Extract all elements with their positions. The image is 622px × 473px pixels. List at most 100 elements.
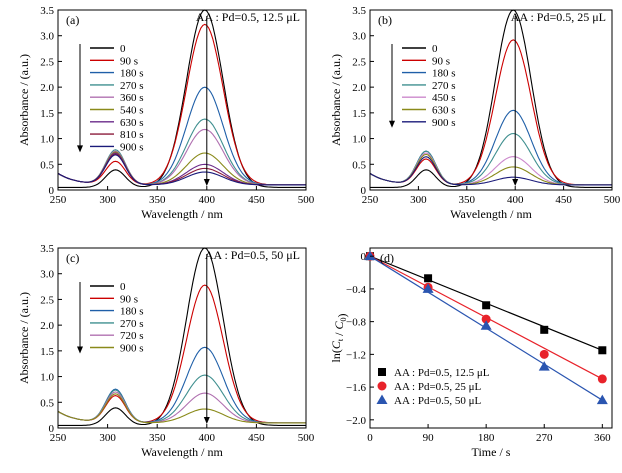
y-tick-label: −2.0 [346, 415, 366, 427]
chart-panel-3: 0 90 180 270 360 0 −0.4 −0.8 −1.2 −1.6 −2.0 Time / … [329, 247, 613, 459]
legend-label: 900 s [120, 343, 144, 355]
chart-panel-0: 250 300 350 400 450 500 0 0.5 1.0 1.5 2.0 2.5 3.0 3.5… [17, 5, 315, 221]
legend-label: 720 s [120, 330, 144, 342]
legend-arrow-head [77, 145, 83, 153]
series-line-0 [58, 247, 306, 426]
y-tick-label: 3.5 [352, 5, 366, 17]
y-tick-label: 0 [361, 185, 367, 197]
x-tick-label: 400 [199, 194, 216, 206]
legend-label: 270 s [432, 80, 456, 92]
y-axis-label: Absorbance / (a.u.) [329, 54, 343, 146]
data-point-square [540, 325, 549, 334]
y-tick-label: 0.5 [40, 397, 54, 409]
y-tick-label: 2.5 [40, 294, 54, 306]
y-tick-label: 0 [361, 251, 367, 263]
y-tick-label: 2.0 [40, 82, 54, 94]
y-tick-label: 1.5 [352, 108, 366, 120]
y-tick-label: 1.5 [40, 346, 54, 358]
legend-label: 810 s [120, 129, 144, 141]
y-tick-label: 2.5 [352, 56, 366, 68]
peak-arrow-head [512, 179, 519, 186]
x-tick-label: 300 [99, 432, 116, 444]
y-tick-label: −0.4 [346, 284, 366, 296]
peak-arrow-head [203, 179, 210, 186]
chart-panel-1: 250 300 350 400 450 500 0 0.5 1.0 1.5 2.0 2.5 3.0 3.5… [329, 5, 621, 221]
legend-label: 90 s [120, 293, 138, 305]
x-axis-label: Wavelength / nm [450, 207, 532, 221]
x-tick-label: 270 [536, 432, 553, 444]
series-line-5 [57, 393, 306, 424]
series-line-4 [57, 128, 306, 186]
y-tick-label: 1.0 [40, 372, 54, 384]
x-tick-label: 500 [298, 194, 315, 206]
series-line-3 [57, 374, 306, 424]
x-tick-label: 250 [362, 194, 379, 206]
legend-arrow-head [389, 120, 395, 128]
plot-frame [369, 247, 613, 429]
y-tick-label: 0 [49, 185, 55, 197]
panel-label: (a) [66, 13, 79, 27]
legend-label: AA : Pd=0.5, 12.5 μL [394, 367, 490, 379]
y-tick-label: −0.8 [346, 317, 366, 329]
legend-label: AA : Pd=0.5, 50 μL [394, 395, 482, 407]
data-point-circle [481, 314, 491, 324]
plot-frame [369, 9, 613, 191]
legend-marker-circle [377, 381, 387, 391]
data-point-triangle [480, 320, 492, 330]
y-tick-label: 1.0 [352, 134, 366, 146]
x-axis-label: Wavelength / nm [141, 207, 223, 221]
y-tick-label: 0.5 [352, 159, 366, 171]
x-tick-label: 450 [555, 194, 572, 206]
y-tick-label: 3.5 [40, 5, 54, 17]
x-tick-label: 0 [367, 432, 373, 444]
x-tick-label: 500 [298, 432, 315, 444]
panel-label: (b) [378, 13, 392, 27]
legend-label: 180 s [120, 306, 144, 318]
data-point-square [482, 301, 491, 310]
y-axis-label: ln(Ct / C0) [329, 314, 349, 363]
data-point-square [424, 274, 433, 283]
legend-label: 450 s [432, 92, 456, 104]
data-point-circle [597, 374, 607, 384]
chart-panel-2: 250 300 350 400 450 500 0 0.5 1.0 1.5 2.0 2.5 3.0 3.5… [17, 243, 315, 459]
legend-label: 0 [120, 43, 126, 55]
legend-label: 0 [120, 281, 126, 293]
peak-arrow-head [203, 417, 210, 424]
chart-title: AA : Pd=0.5, 25 μL [511, 10, 606, 24]
plot-frame [57, 247, 307, 429]
panel-label: (d) [380, 251, 394, 265]
x-tick-label: 350 [149, 194, 166, 206]
x-tick-label: 400 [507, 194, 524, 206]
legend-label: 900 s [120, 141, 144, 153]
x-tick-label: 300 [410, 194, 427, 206]
legend-label: 90 s [432, 55, 450, 67]
legend-label: 630 s [432, 105, 456, 117]
legend-label: 270 s [120, 318, 144, 330]
legend-label: 270 s [120, 80, 144, 92]
data-point-circle [539, 349, 549, 359]
legend-label: 90 s [120, 55, 138, 67]
legend-label: 630 s [120, 117, 144, 129]
panel-label: (c) [66, 251, 79, 265]
legend-label: 540 s [120, 105, 144, 117]
y-tick-label: −1.2 [346, 349, 366, 361]
legend-arrow-head [77, 346, 83, 354]
legend-label: 900 s [432, 117, 456, 129]
x-tick-label: 450 [248, 194, 265, 206]
data-point-triangle [422, 283, 434, 293]
x-tick-label: 180 [478, 432, 495, 444]
x-axis-label: Wavelength / nm [141, 445, 223, 459]
legend-marker-square [378, 368, 386, 376]
series-line-6 [369, 156, 612, 186]
series-line-0 [58, 9, 306, 188]
legend-marker-triangle [376, 394, 388, 404]
legend-label: 180 s [120, 68, 144, 80]
series-line-8 [57, 154, 306, 186]
x-tick-label: 350 [149, 432, 166, 444]
y-axis-label: Absorbance / (a.u.) [17, 54, 31, 146]
legend-label: 0 [432, 43, 438, 55]
x-tick-label: 250 [50, 194, 67, 206]
x-tick-label: 90 [423, 432, 435, 444]
y-tick-label: 3.0 [352, 31, 366, 43]
y-tick-label: 2.5 [40, 56, 54, 68]
